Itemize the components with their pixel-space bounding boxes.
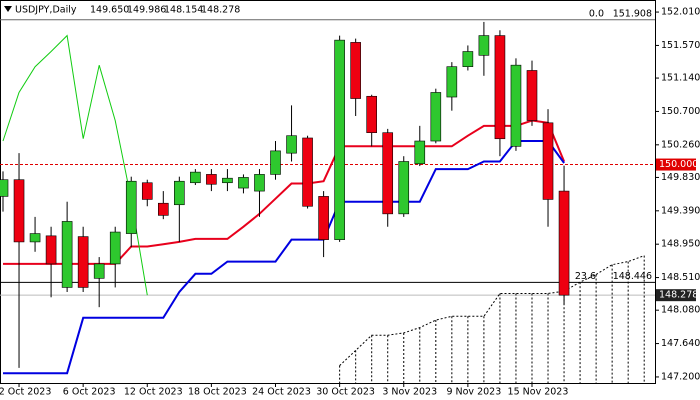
y-tick-label: 148.510 [661, 272, 700, 283]
candle-body [141, 182, 153, 200]
candle-body [398, 161, 410, 215]
x-tick-label: 3 Nov 2023 [382, 387, 437, 398]
x-tick-label: 18 Oct 2023 [188, 387, 247, 398]
candle-body [45, 235, 57, 265]
y-tick-label: 150.260 [661, 139, 700, 150]
candle-body [61, 221, 73, 288]
candle-body [382, 132, 394, 215]
candle-body [510, 64, 522, 147]
header-icon [4, 6, 12, 12]
candle-body [254, 174, 265, 192]
candle-body [190, 171, 201, 184]
fib-price: 151.908 [613, 8, 652, 19]
candle-body [558, 190, 570, 296]
x-tick-label: 2 Oct 2023 [0, 387, 51, 398]
plot-frame [0, 0, 656, 384]
symbol: USDJPY,Daily [15, 5, 77, 16]
fib-level: 23.6 [575, 271, 596, 282]
candle-body [430, 92, 442, 142]
x-tick-label: 15 Nov 2023 [508, 387, 569, 398]
x-tick-label: 6 Oct 2023 [63, 387, 116, 398]
fib-level: 0.0 [589, 8, 604, 19]
x-tick-label: 24 Oct 2023 [252, 387, 311, 398]
candle-body [542, 122, 554, 200]
candle-body [158, 202, 169, 216]
header: USDJPY,Daily [4, 5, 77, 16]
candle-body [109, 231, 121, 265]
candle-body [29, 233, 41, 243]
header-ohlc: 148.278 [201, 5, 240, 16]
indicator-line [339, 255, 645, 366]
candle-body [478, 35, 490, 56]
y-tick-label: 148.950 [661, 239, 700, 250]
candle-body [286, 135, 297, 154]
candle-body [526, 70, 538, 121]
candle-body [270, 150, 281, 175]
fib-price: 148.446 [613, 271, 652, 282]
candle-body [125, 180, 137, 234]
y-tick-label: 152.010 [661, 7, 700, 18]
candle-body [414, 140, 426, 165]
candle-body [13, 179, 25, 243]
candle-body [238, 177, 249, 189]
y-tick-label: 150.700 [661, 106, 700, 117]
candle-body [318, 196, 329, 240]
x-tick-label: 12 Oct 2023 [124, 387, 183, 398]
y-tick-label: 147.200 [661, 371, 700, 382]
candle-body [77, 236, 89, 288]
header-ohlc: 149.650 [90, 5, 129, 16]
y-tick-label: 149.830 [661, 172, 700, 183]
x-tick-label: 30 Oct 2023 [316, 387, 375, 398]
price-badge-label: 150.000 [659, 159, 698, 170]
candle-body [206, 174, 217, 185]
candle-body [222, 177, 233, 184]
candle-body [302, 137, 313, 207]
last-price-badge [656, 289, 696, 302]
candle-body [93, 263, 105, 279]
y-tick-label: 151.140 [661, 73, 700, 84]
indicator-line [2, 34, 148, 296]
candle-body [462, 51, 474, 67]
indicator-line [3, 140, 565, 375]
candle-body [334, 39, 345, 240]
header-ohlc: 148.154 [164, 5, 203, 16]
candle-body [446, 66, 458, 98]
candle-body [366, 95, 377, 133]
candle-body [350, 42, 361, 99]
last-price-label: 148.278 [659, 290, 698, 301]
y-tick-label: 151.570 [661, 40, 700, 51]
y-tick-label: 148.080 [661, 305, 700, 316]
x-tick-label: 9 Nov 2023 [446, 387, 501, 398]
y-tick-label: 147.640 [661, 338, 700, 349]
header-ohlc: 149.986 [127, 5, 166, 16]
candle-body [0, 179, 9, 197]
price-badge [656, 158, 696, 171]
y-tick-label: 149.390 [661, 205, 700, 216]
candle-body [494, 35, 506, 140]
candle-body [174, 180, 185, 206]
